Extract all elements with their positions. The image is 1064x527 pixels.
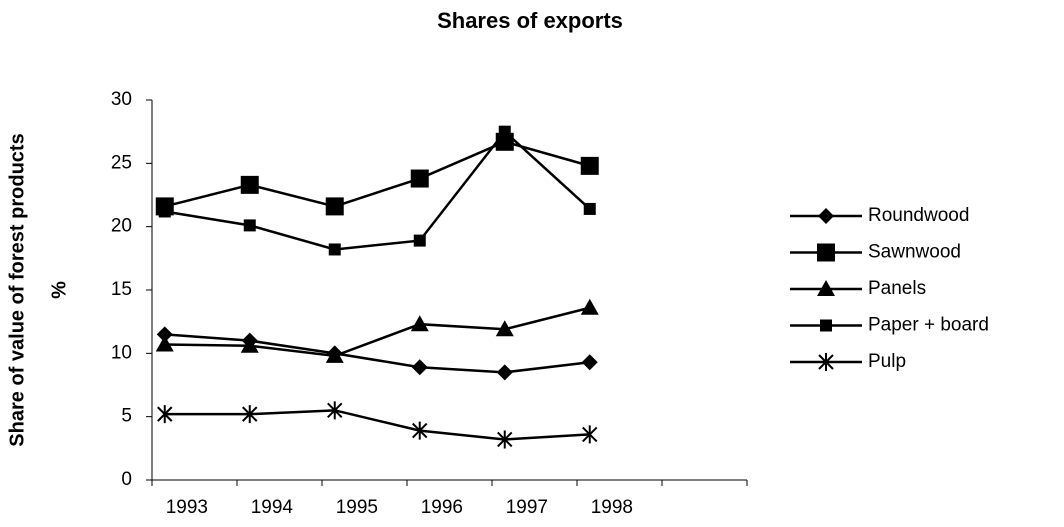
x-tick-label: 1994 bbox=[251, 497, 294, 518]
series-line bbox=[164, 306, 591, 358]
marker bbox=[242, 405, 258, 424]
marker bbox=[240, 336, 259, 353]
y-tick-label: 25 bbox=[111, 152, 132, 173]
legend-marker bbox=[818, 208, 834, 224]
marker bbox=[410, 169, 429, 188]
y-tick-label: 5 bbox=[121, 406, 132, 427]
marker bbox=[327, 401, 343, 420]
marker bbox=[155, 335, 174, 352]
x-tick-label: 1993 bbox=[166, 497, 208, 518]
y-axis-label: Share of value of forest products bbox=[6, 133, 28, 446]
y-tick-label: 30 bbox=[111, 89, 132, 110]
legend-label: Sawnwood bbox=[868, 242, 961, 263]
marker bbox=[413, 234, 426, 247]
marker bbox=[580, 298, 599, 315]
x-tick-label: 1998 bbox=[591, 497, 633, 518]
y-tick-label: 15 bbox=[111, 279, 132, 300]
legend-label: Paper + board bbox=[868, 315, 989, 336]
x-tick-label: 1996 bbox=[421, 497, 463, 518]
marker bbox=[495, 320, 514, 337]
legend-marker bbox=[820, 319, 832, 332]
marker bbox=[581, 354, 598, 371]
chart-title: Shares of exports bbox=[437, 8, 623, 33]
marker bbox=[497, 430, 513, 449]
marker bbox=[583, 202, 596, 215]
y-tick-label: 0 bbox=[121, 469, 132, 490]
y-tick-label: 10 bbox=[111, 342, 132, 363]
marker bbox=[243, 219, 256, 232]
legend-marker bbox=[818, 353, 834, 371]
legend-marker bbox=[817, 280, 835, 296]
marker bbox=[328, 243, 341, 256]
marker bbox=[325, 197, 344, 216]
x-tick-label: 1995 bbox=[336, 497, 378, 518]
series-line bbox=[164, 129, 591, 251]
marker bbox=[580, 156, 599, 175]
marker bbox=[156, 326, 173, 343]
marker bbox=[496, 364, 513, 381]
marker bbox=[410, 315, 429, 332]
y-tick-label: 20 bbox=[111, 216, 132, 237]
marker bbox=[325, 346, 344, 363]
legend-label: Pulp bbox=[868, 351, 906, 372]
marker bbox=[240, 175, 259, 194]
series-line bbox=[164, 333, 590, 374]
marker bbox=[582, 425, 598, 444]
marker bbox=[157, 405, 173, 424]
marker bbox=[411, 359, 428, 376]
legend-marker bbox=[817, 243, 835, 262]
y-axis-label: % bbox=[48, 281, 70, 299]
marker bbox=[412, 421, 428, 440]
series-line bbox=[164, 409, 590, 441]
legend-label: Panels bbox=[868, 278, 926, 299]
x-tick-label: 1997 bbox=[506, 497, 548, 518]
marker bbox=[498, 125, 511, 138]
marker bbox=[158, 205, 171, 218]
legend-label: Roundwood bbox=[868, 205, 969, 226]
